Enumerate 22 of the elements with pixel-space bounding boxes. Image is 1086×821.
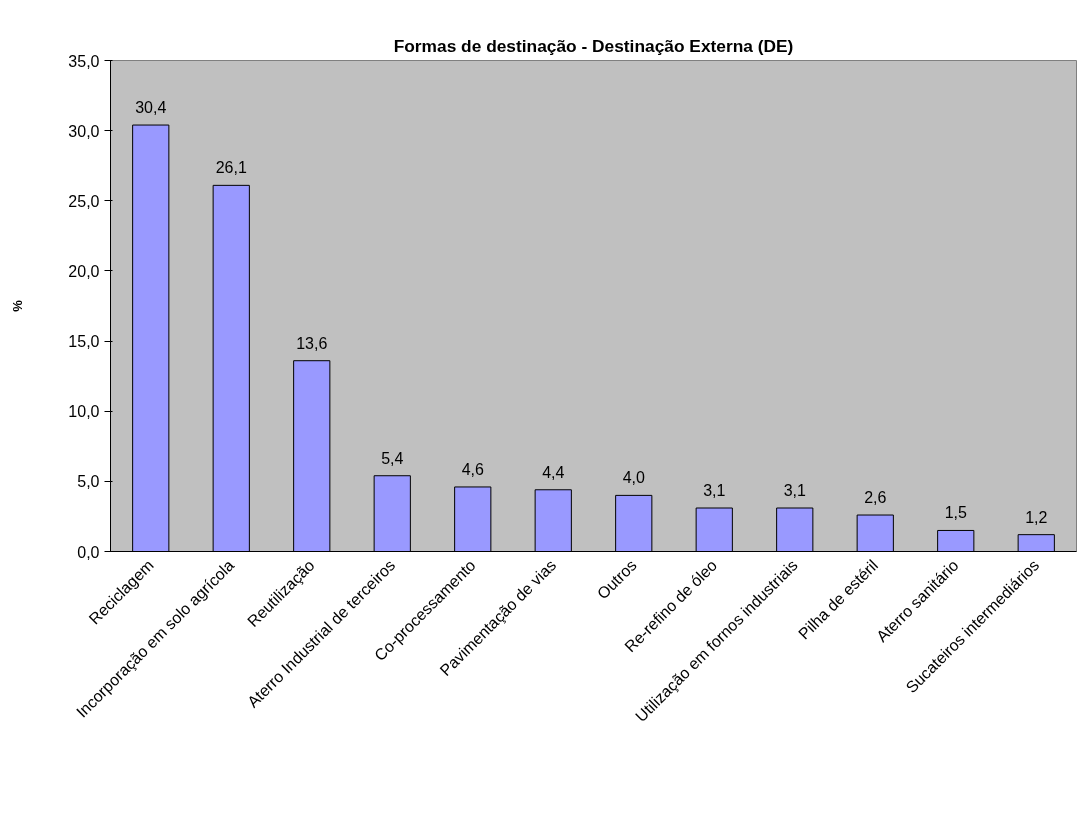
data-label: 1,5 [944,504,967,522]
data-label: 4,0 [622,469,645,487]
chart-title: Formas de destinação - Destinação Externa (DE) [393,35,794,56]
y-tick-label: 0,0 [77,543,100,561]
data-label: 3,1 [703,482,726,500]
y-tick-label: 25,0 [68,192,100,210]
data-label: 26,1 [215,159,247,177]
data-label: 30,4 [135,99,167,117]
data-label: 2,6 [864,489,887,507]
y-tick-label: 5,0 [77,473,100,491]
data-label: 4,4 [542,463,565,481]
data-label: 13,6 [296,334,328,352]
y-tick-label: 10,0 [68,403,100,421]
y-tick-label: 35,0 [68,52,100,70]
data-label: 1,2 [1025,508,1048,526]
y-tick-label: 15,0 [68,333,100,351]
y-tick-label: 20,0 [68,262,100,280]
data-label: 3,1 [783,482,806,500]
y-tick-label: 30,0 [68,122,100,140]
y-axis-title: % [10,299,26,312]
data-label: 5,4 [381,449,404,467]
data-label: 4,6 [461,460,484,478]
